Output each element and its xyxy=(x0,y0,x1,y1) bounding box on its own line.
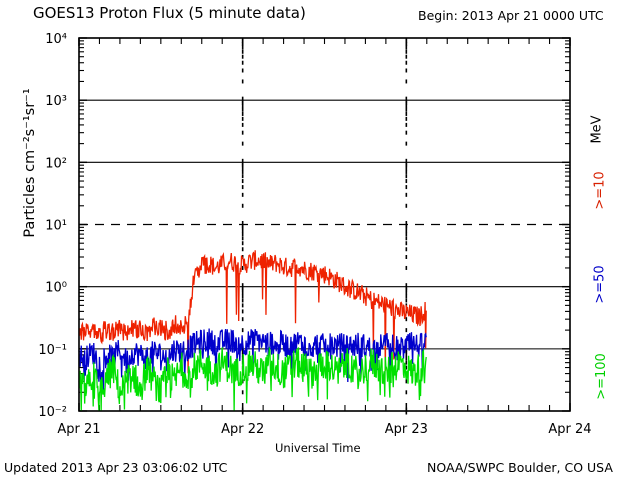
series-line--10-mev xyxy=(78,250,427,374)
y-tick-label: 10⁰ xyxy=(45,281,67,296)
x-tick-label: Apr 24 xyxy=(548,422,591,437)
source-attribution: NOAA/SWPC Boulder, CO USA xyxy=(427,460,613,475)
y-tick-label: 10¹ xyxy=(45,219,67,234)
y-tick-label: 10⁻¹ xyxy=(38,343,67,358)
y-tick-label: 10⁴ xyxy=(45,32,67,47)
x-axis-label: Universal Time xyxy=(275,441,361,455)
series-line--50-mev xyxy=(78,328,427,395)
y-tick-label: 10² xyxy=(45,156,67,171)
series-line--100-mev xyxy=(78,346,427,412)
y-tick-label: 10⁻² xyxy=(38,405,67,420)
y-tick-label: 10³ xyxy=(45,94,67,109)
x-tick-label: Apr 21 xyxy=(57,422,100,437)
chart-title: GOES13 Proton Flux (5 minute data) xyxy=(33,4,306,22)
x-tick-label: Apr 23 xyxy=(385,422,428,437)
plot-frame-overlay xyxy=(78,37,571,412)
begin-time-label: Begin: 2013 Apr 21 0000 UTC xyxy=(418,8,604,23)
x-tick-label: Apr 22 xyxy=(221,422,264,437)
updated-timestamp: Updated 2013 Apr 23 03:06:02 UTC xyxy=(4,460,228,475)
